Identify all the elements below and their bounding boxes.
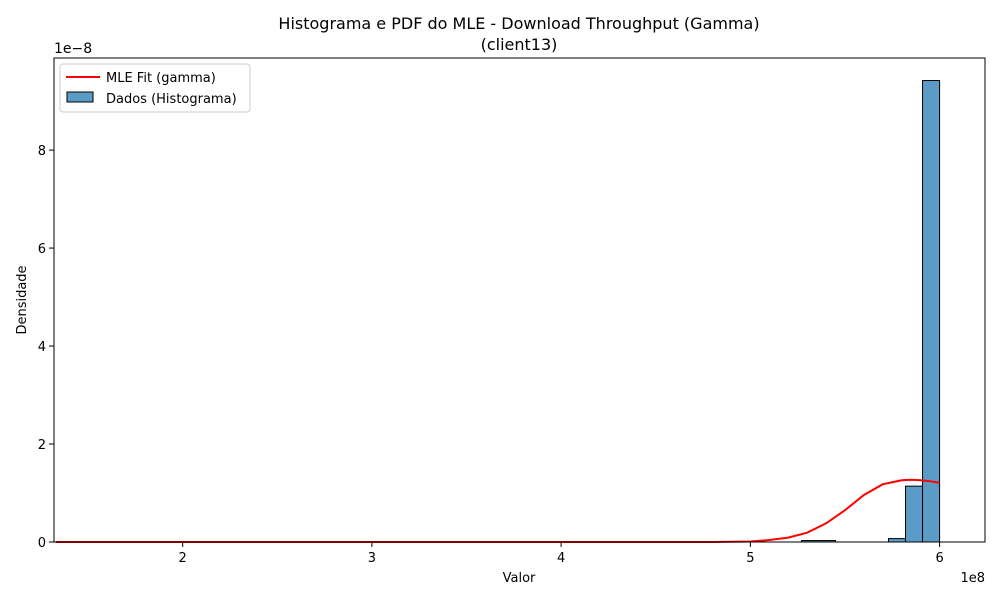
x-tick-label: 2 [179,551,187,566]
legend-box [59,63,251,113]
y-axis-label: Densidade [15,265,30,334]
legend: MLE Fit (gamma) Dados (Histograma) [59,63,251,113]
y-tick-label: 2 [38,438,46,453]
mle-fit-line [55,478,940,543]
histogram-bar-1 [887,538,907,543]
x-axis-label: Valor [503,571,536,586]
x-offset-label: 1e8 [960,571,985,586]
chart-title: Histograma e PDF do MLE - Download Throu… [278,14,759,33]
histogram-bars [800,80,941,543]
x-tick-label: 5 [746,551,754,566]
y-tick-label: 6 [38,242,46,257]
chart-subtitle: (client13) [481,35,558,54]
legend-hist-swatch [66,91,94,103]
plot-frame [53,57,986,543]
legend-fit-label: MLE Fit (gamma) [106,71,216,86]
y-offset-label: 1e−8 [54,41,92,57]
histogram-bar-3 [922,80,941,543]
y-tick-label: 0 [38,536,46,551]
x-tick-label: 6 [935,551,943,566]
y-tick-label: 4 [38,340,46,355]
y-axis-ticks: 0 2 4 6 8 [38,144,54,551]
x-tick-label: 3 [368,551,376,566]
x-axis-ticks: 2 3 4 5 6 [179,542,944,566]
x-tick-label: 4 [557,551,565,566]
y-tick-label: 8 [38,144,46,159]
legend-hist-label: Dados (Histograma) [106,92,237,107]
histogram-bar-2 [905,485,924,543]
